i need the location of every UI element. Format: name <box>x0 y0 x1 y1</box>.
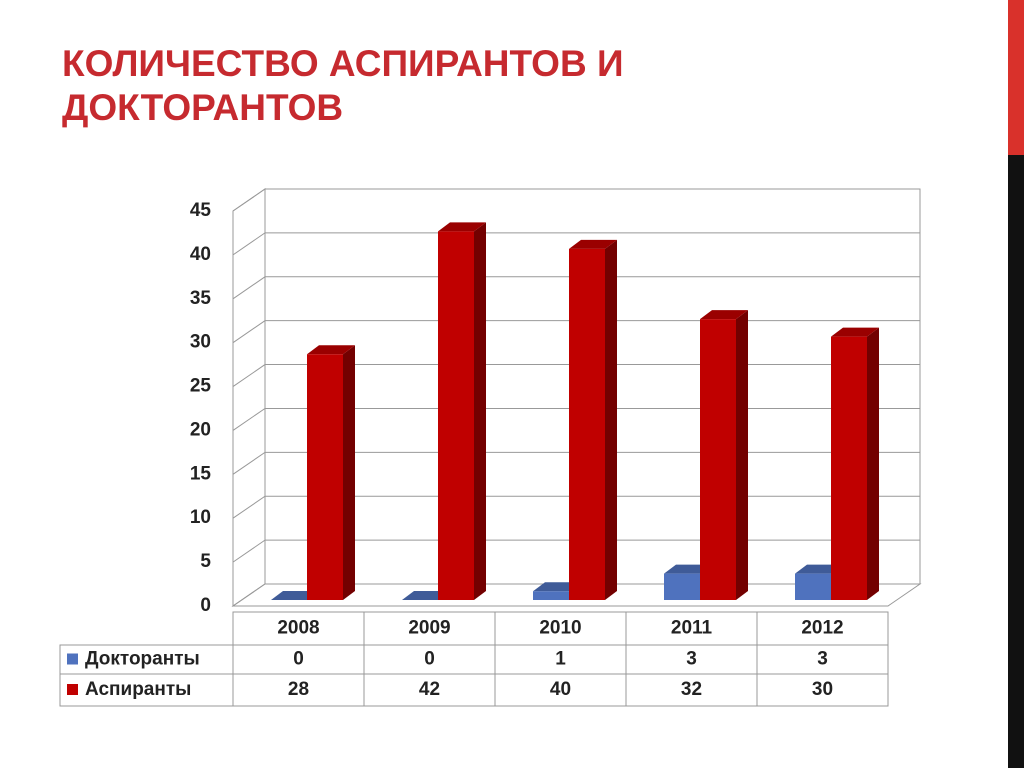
bar-face <box>343 345 355 600</box>
x-tick-label: 2012 <box>801 618 843 639</box>
bar-face <box>795 573 831 600</box>
y-tick-label: 0 <box>200 595 211 616</box>
bar-face <box>438 231 474 601</box>
y-tick-label: 20 <box>190 419 211 440</box>
bar <box>438 222 486 601</box>
bar-face <box>867 327 879 600</box>
table-value: 0 <box>293 649 304 670</box>
legend-label: Докторанты <box>85 649 200 670</box>
x-tick-label: 2011 <box>671 618 713 639</box>
bar-face <box>474 222 486 601</box>
table-value: 42 <box>419 679 440 700</box>
bar <box>307 345 355 600</box>
table-value: 40 <box>550 679 571 700</box>
x-tick-label: 2010 <box>539 618 581 639</box>
grid-line <box>232 232 920 256</box>
bar-face <box>664 573 700 600</box>
bar-face <box>307 345 355 355</box>
table-value: 3 <box>817 649 828 670</box>
bar-face <box>438 222 486 232</box>
bar-face <box>831 327 879 337</box>
bar <box>831 327 879 600</box>
y-tick-label: 45 <box>190 200 212 221</box>
y-tick-label: 10 <box>190 507 211 528</box>
bar-face <box>736 310 748 600</box>
bar-face <box>533 591 569 600</box>
bar-face <box>700 319 736 600</box>
table-frame <box>59 644 889 707</box>
side-accent-dark <box>1008 155 1024 768</box>
bar <box>569 239 617 600</box>
y-tick-label: 35 <box>190 288 212 309</box>
x-tick-label: 2009 <box>408 618 450 639</box>
y-tick-label: 15 <box>190 463 212 484</box>
table-value: 32 <box>681 679 702 700</box>
table-value: 1 <box>555 649 566 670</box>
bar-face <box>831 336 867 600</box>
x-tick-label: 2008 <box>277 618 319 639</box>
legend-label: Аспиранты <box>85 679 191 700</box>
grid-line <box>232 276 920 300</box>
bar-face <box>569 248 605 600</box>
bar-face <box>307 354 343 600</box>
y-tick-label: 25 <box>190 376 212 397</box>
bar-face <box>605 239 617 600</box>
side-accent <box>1008 0 1024 155</box>
y-tick-label: 30 <box>190 332 211 353</box>
chart-title: КОЛИЧЕСТВО АСПИРАНТОВ И ДОКТОРАНТОВ <box>62 43 624 128</box>
grid-line <box>232 188 920 212</box>
table-value: 30 <box>812 679 833 700</box>
table-value: 3 <box>686 649 697 670</box>
bar-face <box>700 310 748 320</box>
legend-swatch <box>67 653 78 665</box>
y-tick-label: 40 <box>190 244 211 265</box>
bar <box>700 310 748 600</box>
table-value: 28 <box>288 679 309 700</box>
y-tick-label: 5 <box>200 551 211 572</box>
table-value: 0 <box>424 649 435 670</box>
legend-swatch <box>67 684 78 695</box>
bar-face <box>569 239 617 249</box>
